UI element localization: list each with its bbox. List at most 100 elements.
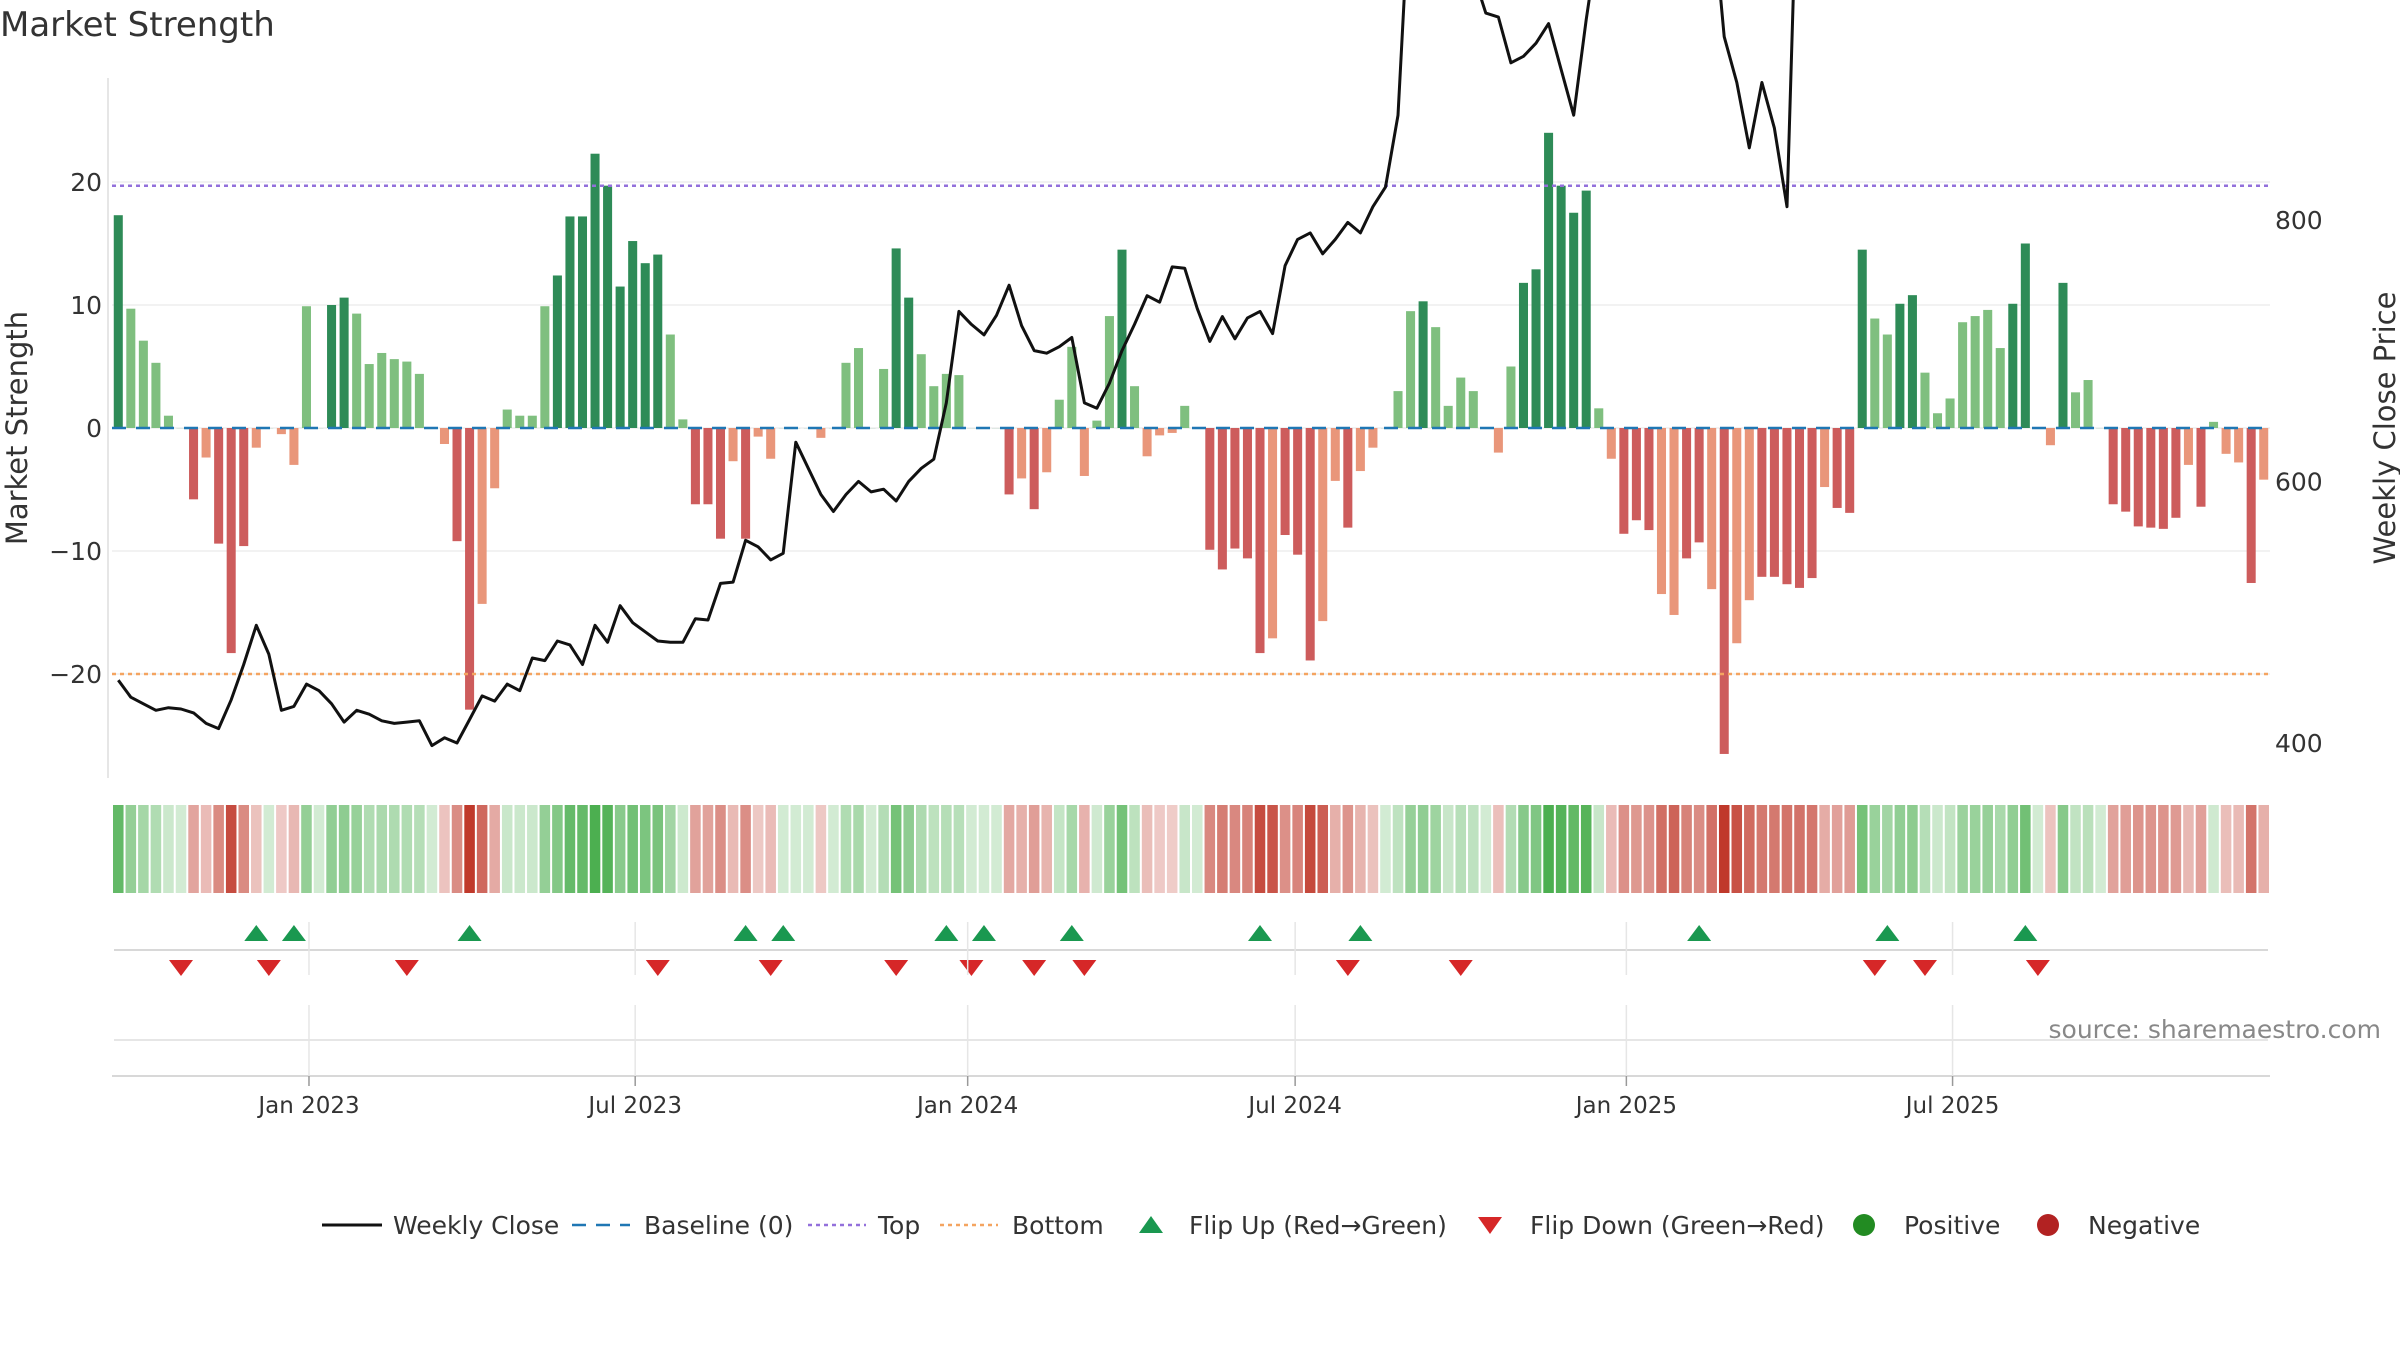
flip-up-marker xyxy=(1059,925,1084,941)
heat-cell xyxy=(1442,805,1454,893)
heat-cell xyxy=(1016,805,1027,893)
heat-cell xyxy=(1856,805,1868,893)
flip-up-marker xyxy=(281,925,306,941)
strength-bar xyxy=(615,286,625,428)
heat-cell xyxy=(1392,805,1404,893)
heat-cell xyxy=(2245,805,2257,893)
flip-down-marker xyxy=(884,960,909,976)
strength-bar xyxy=(1682,428,1692,559)
strength-bar xyxy=(1631,428,1641,521)
strength-heat-strip xyxy=(113,805,2269,893)
heat-cell xyxy=(1141,805,1153,893)
heat-cell xyxy=(1079,805,1090,893)
strength-bar xyxy=(251,428,261,448)
weekly-close-line xyxy=(117,0,1795,748)
heat-cell xyxy=(966,805,977,893)
heat-cell xyxy=(1091,805,1103,893)
strength-bar xyxy=(741,428,751,539)
strength-bar xyxy=(1205,428,1215,550)
strength-bar xyxy=(1518,282,1528,428)
heat-cell xyxy=(1543,805,1554,893)
heat-cell xyxy=(878,805,889,893)
strength-bar xyxy=(854,348,864,428)
flip-down-marker xyxy=(1072,960,1097,976)
legend-positive-label: Positive xyxy=(1904,1211,2000,1240)
strength-bar xyxy=(1832,428,1842,508)
heat-cell xyxy=(815,805,827,893)
strength-bar xyxy=(452,428,462,542)
heat-cell xyxy=(1831,805,1843,893)
heat-cell xyxy=(752,805,764,893)
flip-down-marker xyxy=(394,960,419,976)
strength-bar xyxy=(1794,428,1805,588)
heat-cell xyxy=(376,805,388,893)
strength-bar xyxy=(364,364,374,428)
strength-bar xyxy=(2196,428,2206,507)
strength-bar xyxy=(1255,428,1265,654)
strength-bar xyxy=(439,428,449,444)
heat-cell xyxy=(727,805,739,893)
heat-cell xyxy=(514,805,526,893)
heat-cell xyxy=(1731,805,1743,893)
heat-cell xyxy=(1593,805,1605,893)
heat-cell xyxy=(740,805,751,893)
strength-bar xyxy=(552,275,562,428)
heat-cell xyxy=(1304,805,1316,893)
legend-flip-down-icon xyxy=(1478,1217,1502,1234)
heat-cell xyxy=(188,805,199,893)
strength-bar xyxy=(1142,428,1152,457)
heat-cell xyxy=(2057,805,2069,893)
flip-up-marker xyxy=(771,925,796,941)
strength-bar xyxy=(879,368,889,428)
heat-cell xyxy=(941,805,952,893)
heat-cell xyxy=(1330,805,1341,893)
heat-cell xyxy=(1819,805,1830,893)
strength-bar xyxy=(1732,428,1742,644)
strength-bar xyxy=(1092,420,1102,428)
heat-cell xyxy=(451,805,463,893)
strength-bar xyxy=(126,308,136,428)
y-tick-label: −20 xyxy=(49,660,102,689)
strength-bar xyxy=(1280,428,1290,536)
heat-cell xyxy=(552,805,563,893)
strength-bar xyxy=(239,428,249,547)
strength-bar xyxy=(2158,428,2168,529)
strength-bar xyxy=(1406,311,1416,428)
heat-cell xyxy=(1367,805,1379,893)
heat-cell xyxy=(1041,805,1052,893)
x-tick-label: Jul 2023 xyxy=(586,1093,682,1119)
strength-bar xyxy=(1054,399,1064,428)
heat-cell xyxy=(577,805,588,893)
y-axis-title: Market Strength xyxy=(0,311,34,545)
heat-cell xyxy=(163,805,174,893)
strength-bar xyxy=(678,419,688,428)
x-axis: Jan 2023 Jul 2023 Jan 2024 Jul 2024 Jan 2025… xyxy=(112,922,2270,1119)
reference-lines xyxy=(112,184,2270,676)
heat-cell xyxy=(1781,805,1793,893)
strength-bar xyxy=(1268,428,1278,639)
strength-bar xyxy=(1230,428,1240,549)
strength-bar xyxy=(2020,243,2030,428)
strength-bar xyxy=(289,428,299,465)
heat-cell xyxy=(2183,805,2194,893)
heat-cell xyxy=(1606,805,1617,893)
heat-cell xyxy=(1969,805,1981,893)
strength-bar xyxy=(1180,405,1190,428)
heat-cell xyxy=(2107,805,2119,893)
heat-cell xyxy=(2095,805,2106,893)
flip-down-marker xyxy=(2025,960,2050,976)
heat-cell xyxy=(2233,805,2244,893)
strength-bar xyxy=(1506,366,1516,428)
strength-bar xyxy=(339,297,349,428)
heat-cell xyxy=(389,805,400,893)
heat-cell xyxy=(213,805,224,893)
heat-cell xyxy=(225,805,237,893)
strength-bar xyxy=(1167,428,1177,433)
strength-bar xyxy=(1079,428,1089,476)
heat-cell xyxy=(1229,805,1241,893)
heat-cell xyxy=(903,805,914,893)
heat-cell xyxy=(301,805,312,893)
heat-cell xyxy=(175,805,187,893)
heat-cell xyxy=(1882,805,1893,893)
